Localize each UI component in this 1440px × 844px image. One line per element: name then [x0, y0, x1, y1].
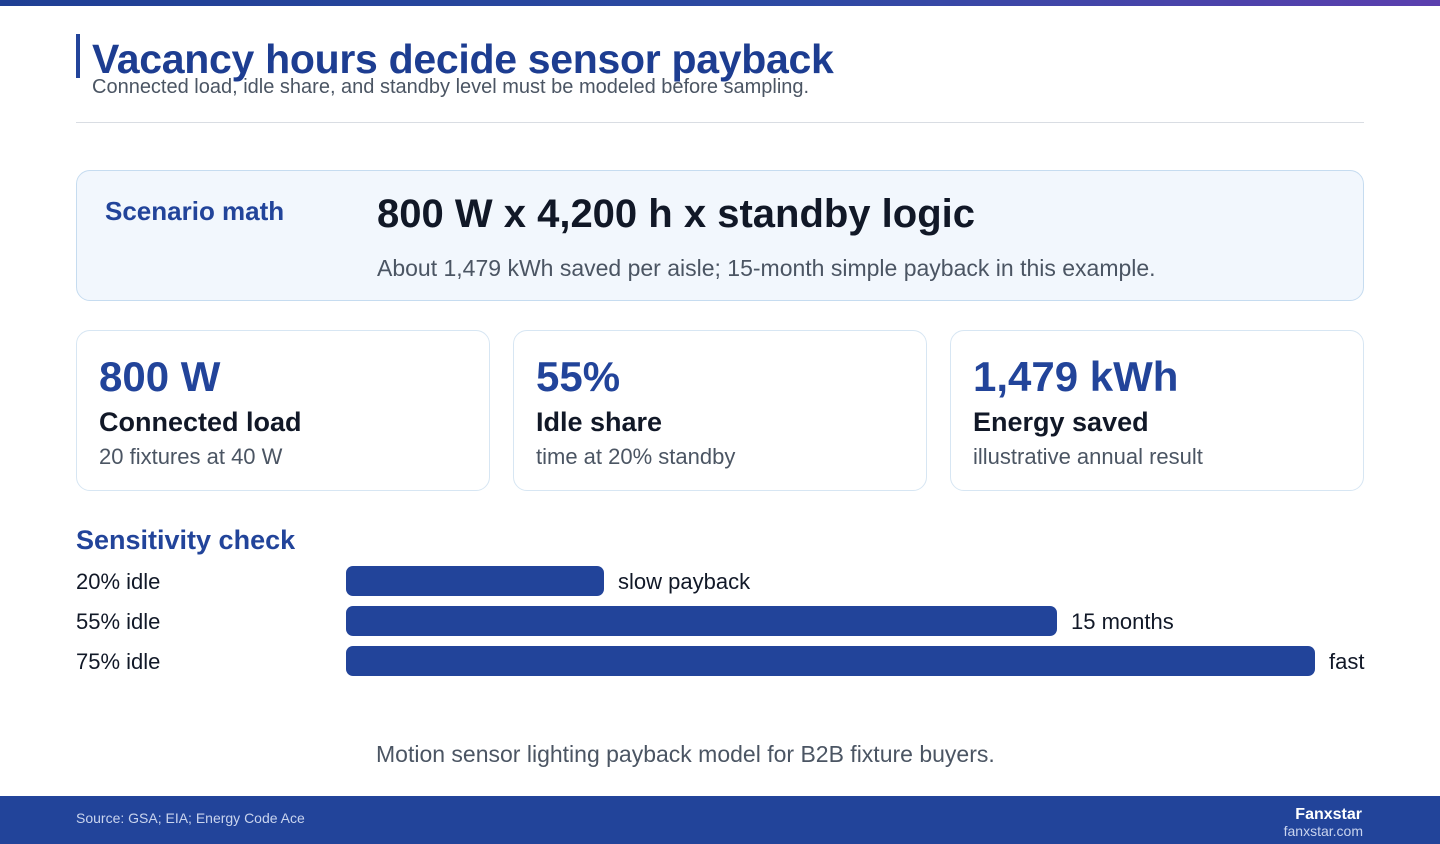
top-accent-stripe: [0, 0, 1440, 6]
sensitivity-row-75-idle: 75% idle fast: [0, 646, 1440, 676]
page-subtitle: Connected load, idle share, and standby …: [92, 76, 810, 98]
header-divider: [76, 122, 1364, 123]
metric-card-energy-saved: 1,479 kWh Energy saved illustrative annu…: [950, 330, 1364, 491]
metric-subtext: time at 20% standby: [536, 444, 736, 469]
bar-fill: [346, 566, 604, 596]
brand-url-link[interactable]: fanxstar.com: [1283, 823, 1363, 839]
bar-category-label: 20% idle: [76, 569, 161, 594]
caption: Motion sensor lighting payback model for…: [376, 741, 995, 767]
bar-fill: [346, 646, 1315, 676]
bar-track: fast: [346, 646, 1364, 676]
metric-value: 55%: [536, 353, 621, 400]
bar-value-label: fast: [1329, 649, 1365, 674]
sensitivity-title: Sensitivity check: [76, 525, 296, 555]
scenario-label: Scenario math: [105, 196, 285, 226]
title-accent-bar: [76, 34, 80, 78]
bar-value-label: 15 months: [1071, 609, 1174, 634]
metric-card-connected-load: 800 W Connected load 20 fixtures at 40 W: [76, 330, 490, 491]
page-title: Vacancy hours decide sensor payback: [92, 36, 834, 82]
metric-label: Energy saved: [973, 407, 1149, 437]
bar-track: 15 months: [346, 606, 1315, 636]
sensitivity-row-55-idle: 55% idle 15 months: [0, 606, 1440, 636]
metric-value: 1,479 kWh: [973, 353, 1179, 400]
brand-name: Fanxstar: [1295, 806, 1362, 823]
bar-value-label: slow payback: [618, 569, 751, 594]
bar-track: slow payback: [346, 566, 1315, 596]
sensitivity-row-20-idle: 20% idle slow payback: [0, 566, 1440, 596]
metric-value: 800 W: [99, 353, 221, 400]
scenario-formula: 800 W x 4,200 h x standby logic: [377, 192, 976, 236]
metric-card-idle-share: 55% Idle share time at 20% standby: [513, 330, 927, 491]
scenario-card: Scenario math 800 W x 4,200 h x standby …: [76, 170, 1364, 301]
metric-subtext: 20 fixtures at 40 W: [99, 444, 283, 469]
footer-source: Source: GSA; EIA; Energy Code Ace: [76, 810, 305, 826]
bar-category-label: 75% idle: [76, 649, 161, 674]
bar-category-label: 55% idle: [76, 609, 161, 634]
metric-label: Idle share: [536, 407, 663, 437]
scenario-note: About 1,479 kWh saved per aisle; 15-mont…: [377, 255, 1156, 281]
metric-subtext: illustrative annual result: [973, 444, 1203, 469]
footer: Source: GSA; EIA; Energy Code Ace Fanxst…: [0, 796, 1440, 844]
bar-fill: [346, 606, 1057, 636]
metric-label: Connected load: [99, 407, 302, 437]
